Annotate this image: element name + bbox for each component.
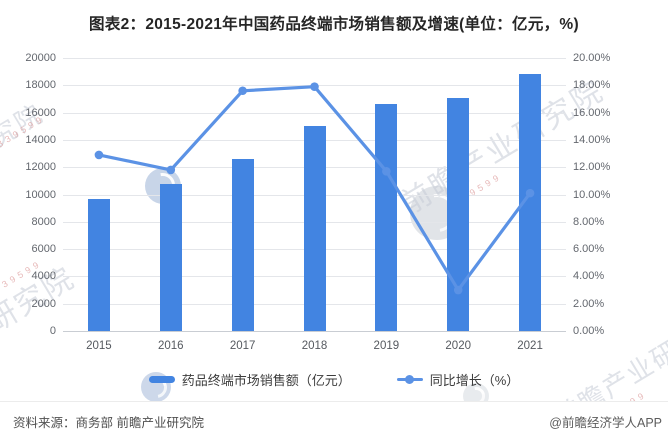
x-axis-tick-2019: 2019 (373, 340, 400, 352)
y-axis-left-tick: 10000 (25, 188, 56, 201)
source-text: 资料来源：商务部 前瞻产业研究院 (13, 416, 204, 430)
y-axis-right-tick: 10.00% (573, 188, 611, 201)
x-axis-tick-2015: 2015 (86, 340, 112, 352)
x-axis-tick-2020: 2020 (445, 340, 471, 352)
y-axis-right-tick: 6.00% (573, 243, 605, 256)
x-axis-line (63, 331, 566, 332)
growth-point-2021 (525, 188, 535, 198)
legend-item-sales: 药品终端市场销售额（亿元） (148, 370, 351, 389)
footer: 资料来源：商务部 前瞻产业研究院 @前瞻经济学人APP (0, 401, 668, 439)
y-axis-left-tick: 6000 (31, 243, 56, 256)
x-axis-tick-2021: 2021 (517, 340, 543, 352)
y-axis-right-tick: 16.00% (573, 106, 611, 119)
y-axis-left-tick: 4000 (31, 270, 56, 283)
brand-text: @前瞻经济学人APP (549, 416, 662, 430)
growth-point-2019 (382, 166, 391, 176)
y-axis-right-tick: 20.00% (573, 52, 611, 64)
growth-point-2020 (453, 285, 463, 295)
y-axis-left-tick: 18000 (25, 79, 56, 92)
y-axis-left-tick: 12000 (25, 161, 56, 174)
bar-2020 (447, 98, 470, 331)
chart-title: 图表2：2015-2021年中国药品终端市场销售额及增速(单位：亿元，%) (89, 16, 579, 33)
grid-line (63, 58, 566, 59)
bar-2016 (159, 183, 182, 331)
y-axis-right-tick: 18.00% (573, 79, 611, 92)
bar-2021 (519, 73, 542, 331)
legend-item-growth: 同比增长（%） (396, 370, 520, 389)
grid-line (63, 112, 566, 114)
growth-point-2016 (166, 165, 176, 175)
legend-bar-swatch (148, 375, 175, 383)
y-axis-left-tick: 0 (49, 325, 56, 337)
growth-line-layer (94, 82, 535, 295)
bar-2019 (375, 104, 398, 331)
legend: 药品终端市场销售额（亿元） 同比增长（%） (0, 369, 668, 389)
y-axis-left-tick: 20000 (25, 52, 56, 64)
y-axis-left-tick: 16000 (25, 106, 56, 119)
y-axis-left-tick: 14000 (25, 133, 56, 146)
y-axis-right-tick: 14.00% (573, 133, 611, 146)
bar-2018 (303, 126, 326, 331)
y-axis-right-tick: 4.00% (573, 270, 605, 283)
y-axis-left-tick: 8000 (31, 215, 56, 228)
legend-bar-label: 药品终端市场销售额（亿元） (181, 372, 351, 388)
y-axis-left-tick: 2000 (31, 297, 56, 310)
growth-point-2017 (238, 86, 247, 96)
x-axis-tick-2018: 2018 (301, 340, 328, 352)
growth-point-2018 (310, 82, 319, 91)
x-axis-tick-2016: 2016 (157, 340, 184, 352)
legend-line-label: 同比增长（%） (429, 372, 520, 388)
growth-line (97, 85, 532, 292)
bar-2017 (231, 159, 254, 331)
growth-point-2015 (94, 150, 104, 160)
y-axis-right-tick: 2.00% (573, 297, 605, 310)
y-axis-right-tick: 8.00% (573, 215, 605, 228)
y-axis-right-tick: 0.00% (573, 325, 605, 337)
y-axis-right-tick: 12.00% (573, 161, 611, 174)
legend-line-swatch (396, 374, 423, 384)
x-axis-tick-2017: 2017 (229, 340, 256, 352)
legend-line-dot-icon (405, 374, 415, 384)
bar-2015 (87, 198, 110, 331)
